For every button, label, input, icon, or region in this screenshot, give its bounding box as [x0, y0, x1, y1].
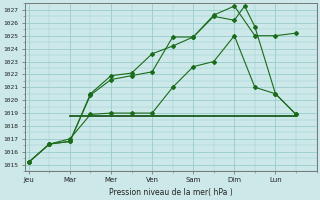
X-axis label: Pression niveau de la mer( hPa ): Pression niveau de la mer( hPa ): [109, 188, 233, 197]
